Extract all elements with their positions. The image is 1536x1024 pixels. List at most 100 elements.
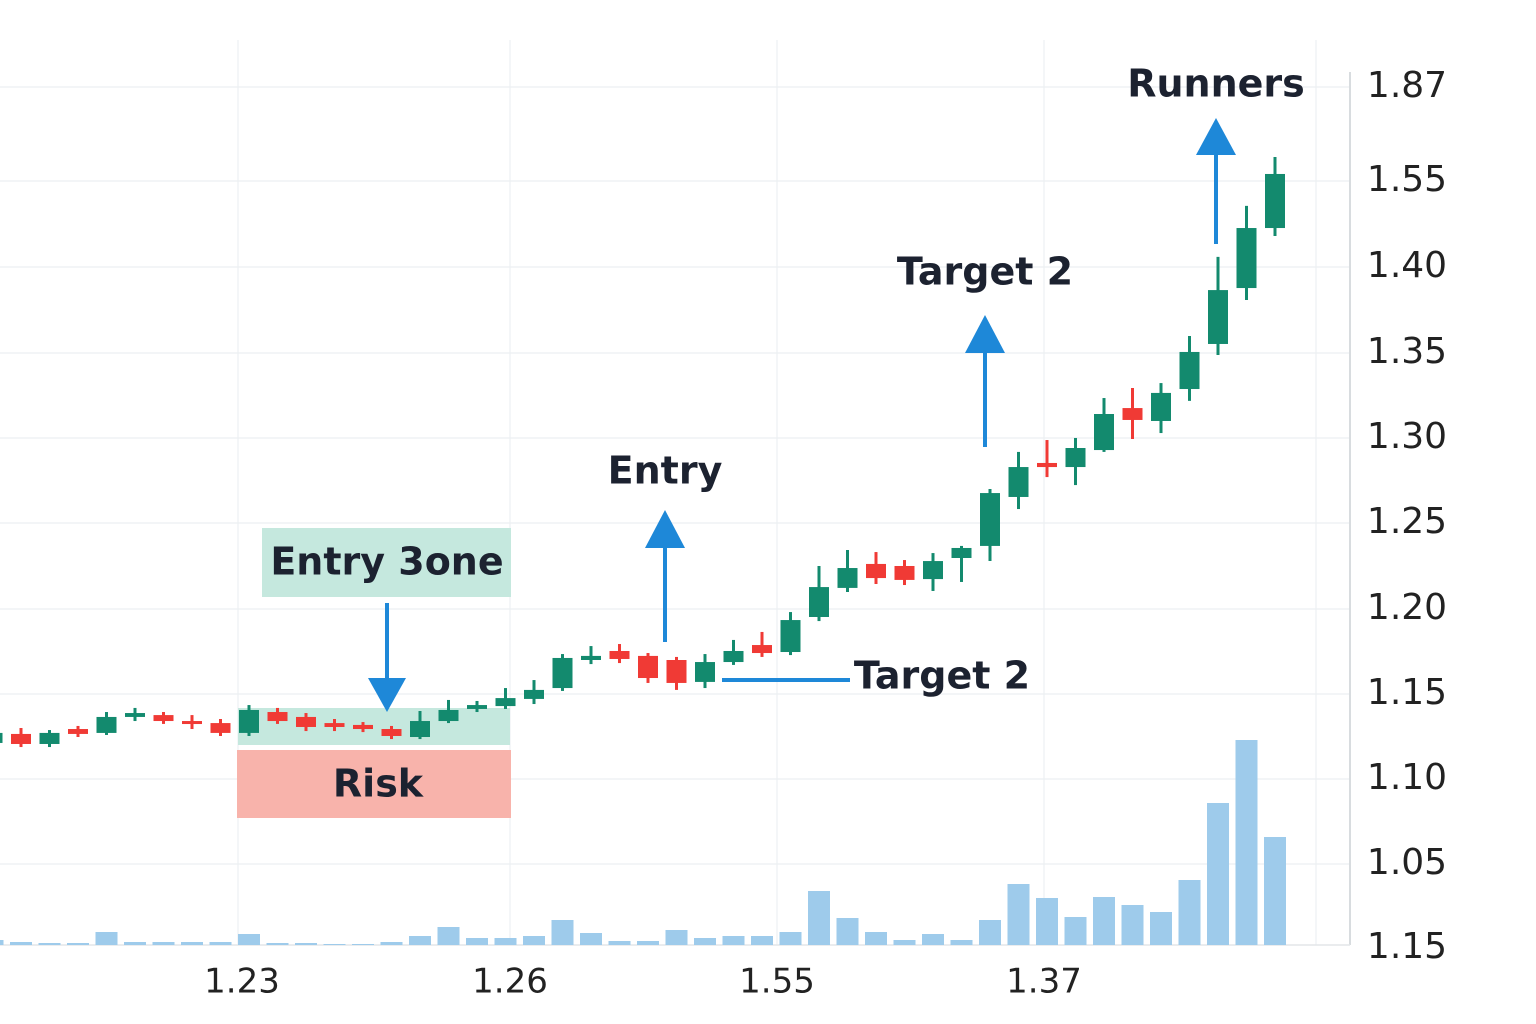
candle-body <box>866 563 886 579</box>
volume-bar <box>380 942 403 945</box>
volume-bar <box>67 943 89 945</box>
candle-body <box>239 709 259 733</box>
arrow-head <box>965 315 1005 353</box>
volume-bar <box>751 936 773 945</box>
volume-bar <box>694 938 716 945</box>
y-tick-label: 1.35 <box>1367 331 1447 372</box>
volume-bar <box>523 936 545 945</box>
candle-body <box>410 721 430 738</box>
y-tick-label: 1.30 <box>1367 416 1447 457</box>
volume-bar <box>779 932 802 945</box>
candle-body <box>524 689 544 699</box>
candle-body <box>495 698 516 707</box>
candle-body <box>438 709 459 722</box>
volume-bar <box>1007 884 1030 945</box>
volume-bar <box>551 920 574 945</box>
candle-body <box>68 729 88 734</box>
candle-body <box>381 729 402 736</box>
entry-zone-box <box>262 528 511 597</box>
candle-body <box>1179 351 1200 390</box>
y-tick-label: 1.05 <box>1367 842 1447 883</box>
candle-body <box>894 565 915 580</box>
y-tick-label: 1.15 <box>1367 672 1447 713</box>
x-tick-label: 1.37 <box>1006 962 1082 1002</box>
runners-label: Runners <box>1127 62 1305 106</box>
candle-body <box>267 712 288 722</box>
x-tick-label: 1.26 <box>472 962 548 1002</box>
candle-body <box>182 721 202 725</box>
volume-bar <box>1150 912 1172 945</box>
volume-bar <box>808 891 830 945</box>
volume-bar <box>466 938 488 945</box>
volume-bar <box>181 942 203 945</box>
candle-body <box>11 733 31 744</box>
candle-body <box>1122 408 1143 420</box>
candle-body <box>1065 448 1086 468</box>
volume-bar <box>1036 898 1058 945</box>
volume-bar <box>1064 917 1087 945</box>
volume-bar <box>352 944 374 945</box>
candle-body <box>923 561 943 580</box>
candle-body <box>951 547 972 558</box>
candle-body <box>581 655 601 660</box>
volume-bar <box>665 930 688 945</box>
y-tick-label: 1.15 <box>1367 926 1447 967</box>
volume-bar <box>950 940 973 945</box>
volume-bar <box>722 936 745 945</box>
volume-bar <box>323 944 346 945</box>
candle-body <box>153 715 174 722</box>
risk-box <box>237 750 511 818</box>
volume-bar <box>38 943 61 945</box>
y-tick-label: 1.40 <box>1367 245 1447 286</box>
candle-body <box>723 650 744 663</box>
volume-bar <box>209 942 232 945</box>
candle-body <box>210 723 231 733</box>
candle-body <box>1151 392 1171 421</box>
y-tick-label: 1.25 <box>1367 501 1447 542</box>
candle-body <box>125 713 145 717</box>
candle-body <box>780 620 801 653</box>
candle-body <box>809 587 829 617</box>
target-label: Target 2 <box>897 250 1073 294</box>
x-tick-label: 1.23 <box>204 962 280 1002</box>
volume-bar <box>580 933 602 945</box>
candles <box>0 156 1285 748</box>
y-tick-label: 1.87 <box>1367 65 1447 106</box>
candle-body <box>837 568 858 588</box>
volume <box>0 740 1286 945</box>
candle-body <box>609 650 630 659</box>
grid <box>0 40 1350 945</box>
arrows <box>368 118 1236 712</box>
candle-body <box>1094 414 1114 451</box>
candle-body <box>0 732 3 743</box>
candle-body <box>552 657 573 689</box>
candle-body <box>1008 467 1029 497</box>
candle-body <box>980 493 1000 546</box>
arrow-head <box>368 678 406 712</box>
candle-body <box>96 716 117 733</box>
candle-body <box>752 645 772 654</box>
candle-body <box>638 655 658 679</box>
candle-body <box>353 724 373 730</box>
candle-body <box>39 732 60 744</box>
volume-bar <box>1207 803 1229 945</box>
y-tick-label: 1.20 <box>1367 587 1447 628</box>
y-tick-label: 1.55 <box>1367 159 1447 200</box>
volume-bar <box>152 942 175 945</box>
candle-body <box>1236 228 1257 289</box>
volume-bar <box>979 920 1001 945</box>
candle-body <box>1265 173 1285 229</box>
volume-bar <box>437 927 460 945</box>
volume-bar <box>922 934 944 945</box>
candle-body <box>296 716 316 727</box>
volume-bar <box>1235 740 1258 945</box>
volume-bar <box>266 943 289 945</box>
candle-body <box>1037 462 1057 468</box>
volume-bar <box>637 941 659 945</box>
volume-bar <box>865 932 887 945</box>
y-tick-label: 1.10 <box>1367 757 1447 798</box>
candle-body <box>1208 290 1228 344</box>
arrow-head <box>645 510 685 548</box>
volume-bar <box>494 938 517 945</box>
